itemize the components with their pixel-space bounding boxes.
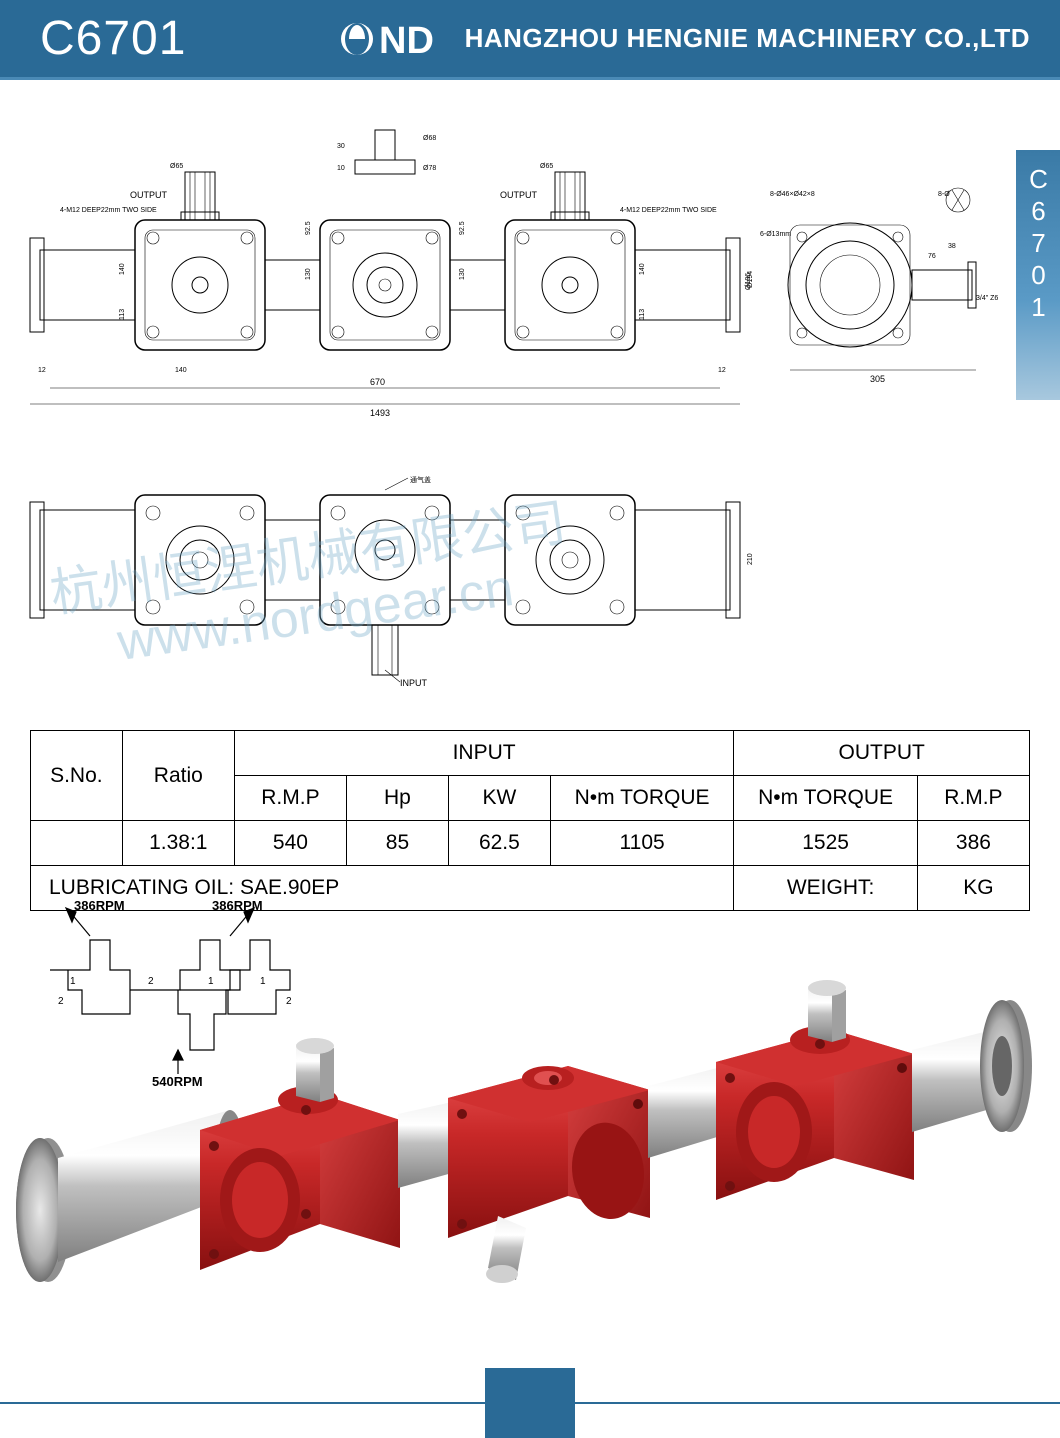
page-header: C6701 ND HANGZHOU HENGNIE MACHINERY CO.,… (0, 0, 1060, 80)
cell-sno (31, 821, 123, 866)
svg-text:76: 76 (928, 253, 936, 260)
svg-text:130: 130 (459, 268, 466, 280)
svg-text:113: 113 (119, 309, 126, 320)
logo-block: ND HANGZHOU HENGNIE MACHINERY CO.,LTD (339, 17, 1030, 61)
col-rpm: R.M.P (234, 776, 346, 821)
svg-text:Ø65: Ø65 (170, 163, 183, 170)
svg-text:Ø78: Ø78 (423, 165, 436, 172)
col-torque: N•m TORQUE (550, 776, 733, 821)
svg-text:305: 305 (870, 374, 885, 384)
footer-line-left (0, 1402, 485, 1438)
col-out-rpm: R.M.P (917, 776, 1029, 821)
col-input-group: INPUT (234, 731, 733, 776)
svg-text:210: 210 (747, 553, 754, 565)
svg-text:12: 12 (38, 367, 46, 374)
cell-out-torque: 1525 (734, 821, 917, 866)
table-data-row: 1.38:1 540 85 62.5 1105 1525 386 (31, 821, 1030, 866)
svg-text:38: 38 (948, 243, 956, 250)
svg-text:INPUT: INPUT (400, 678, 428, 688)
footer-line-right (575, 1402, 1060, 1438)
col-kw: KW (448, 776, 550, 821)
product-render (0, 900, 1060, 1360)
svg-text:140: 140 (119, 263, 126, 275)
cell-out-rpm: 386 (917, 821, 1029, 866)
svg-text:3/4" Z6: 3/4" Z6 (976, 295, 998, 302)
svg-text:12: 12 (718, 367, 726, 374)
svg-text:Ø65: Ø65 (540, 163, 553, 170)
svg-text:8-Ø: 8-Ø (938, 191, 950, 198)
col-sno: S.No. (31, 731, 123, 821)
svg-text:140: 140 (639, 263, 646, 275)
svg-text:1493: 1493 (370, 408, 390, 418)
svg-text:30: 30 (337, 143, 345, 150)
table-header-row-1: S.No. Ratio INPUT OUTPUT (31, 731, 1030, 776)
svg-text:4-M12 DEEP22mm TWO SIDE: 4-M12 DEEP22mm TWO SIDE (620, 207, 717, 214)
page-footer (0, 1368, 1060, 1438)
svg-text:92.5: 92.5 (305, 221, 312, 235)
nd-logo-icon: ND (339, 17, 459, 61)
svg-text:OUTPUT: OUTPUT (500, 190, 538, 200)
spec-table: S.No. Ratio INPUT OUTPUT R.M.P Hp KW N•m… (30, 730, 1030, 911)
svg-text:10: 10 (337, 165, 345, 172)
product-code: C6701 (40, 11, 186, 66)
svg-text:6-Ø13mm: 6-Ø13mm (760, 231, 791, 238)
svg-text:8-Ø46×Ø42×8: 8-Ø46×Ø42×8 (770, 191, 815, 198)
technical-drawing: Ø68 Ø78 30 10 Ø65 Ø65 OUTPUT OUTPUT 4-M1… (0, 80, 1060, 700)
svg-text:92.5: 92.5 (459, 221, 466, 235)
svg-text:OUTPUT: OUTPUT (130, 190, 168, 200)
svg-text:通气盖: 通气盖 (410, 475, 431, 484)
svg-text:4-M12 DEEP22mm TWO SIDE: 4-M12 DEEP22mm TWO SIDE (60, 207, 157, 214)
cell-torque: 1105 (550, 821, 733, 866)
col-ratio: Ratio (122, 731, 234, 821)
company-name: HANGZHOU HENGNIE MACHINERY CO.,LTD (465, 23, 1030, 54)
cell-ratio: 1.38:1 (122, 821, 234, 866)
col-hp: Hp (346, 776, 448, 821)
col-output-group: OUTPUT (734, 731, 1030, 776)
col-out-torque: N•m TORQUE (734, 776, 917, 821)
logo-text: ND (379, 20, 434, 61)
svg-text:140: 140 (175, 367, 187, 374)
cell-hp: 85 (346, 821, 448, 866)
svg-text:Ø186: Ø186 (745, 273, 752, 290)
svg-text:Ø68: Ø68 (423, 135, 436, 142)
cell-kw: 62.5 (448, 821, 550, 866)
footer-tab (485, 1368, 575, 1438)
svg-text:670: 670 (370, 377, 385, 387)
cell-rpm: 540 (234, 821, 346, 866)
svg-text:130: 130 (305, 268, 312, 280)
svg-text:113: 113 (639, 309, 646, 320)
